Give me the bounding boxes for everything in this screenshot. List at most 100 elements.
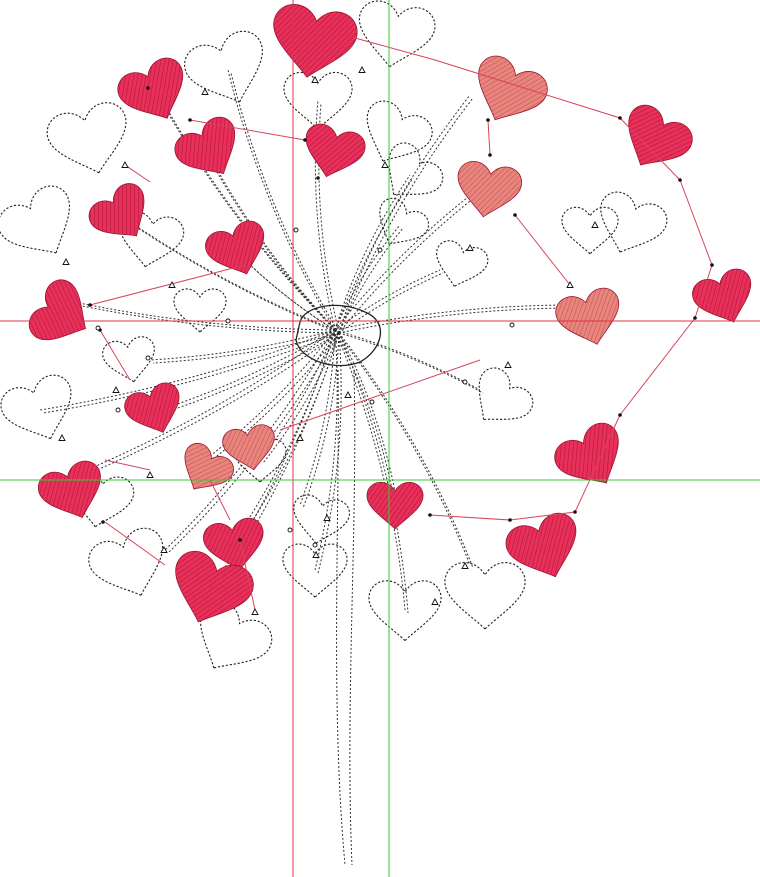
stem-line	[334, 304, 569, 334]
dot-marker-icon	[508, 518, 512, 522]
outline-heart-icon	[0, 374, 72, 440]
circle-marker-icon	[377, 247, 383, 253]
jump-stitch	[209, 479, 231, 521]
filled-heart-icon	[37, 460, 101, 519]
dot-marker-icon	[428, 513, 432, 517]
stem-line	[149, 329, 340, 364]
outline-heart-icon	[283, 72, 353, 130]
circle-marker-icon	[293, 227, 299, 233]
triangle-marker-icon	[251, 608, 259, 615]
triangle-marker-icon	[461, 562, 469, 569]
filled-heart-icon	[478, 55, 548, 121]
stem-line	[314, 329, 342, 574]
triangle-marker-icon	[566, 281, 574, 288]
filled-heart-icon	[124, 382, 180, 433]
dandelion-stems	[39, 69, 569, 614]
triangle-marker-icon	[58, 434, 66, 441]
circle-marker-icon	[95, 325, 101, 331]
triangle-marker-icon	[62, 258, 70, 265]
jump-stitch	[104, 521, 166, 566]
triangle-marker-icon	[504, 361, 512, 368]
dot-marker-icon	[486, 118, 490, 122]
stem-line	[299, 329, 340, 509]
outline-heart-icon	[358, 0, 436, 68]
dot-marker-icon	[618, 413, 622, 417]
flower-center	[295, 304, 382, 367]
stem-line	[159, 329, 340, 414]
outline-heart-icon	[102, 336, 155, 383]
outline-heart-icon	[46, 102, 127, 174]
outline-heart-icon	[436, 240, 489, 288]
jump-stitch	[354, 37, 713, 521]
dot-marker-icon	[303, 138, 307, 142]
filled-heart-icon	[505, 512, 577, 578]
triangle-marker-icon	[431, 598, 439, 605]
stem-line	[334, 94, 474, 334]
filled-hearts	[28, 4, 752, 623]
filled-heart-icon	[273, 4, 358, 78]
jump-stitch	[487, 119, 491, 156]
triangle-marker-icon	[121, 161, 129, 168]
jump-stitch	[514, 214, 571, 286]
dot-marker-icon	[513, 213, 517, 217]
dot-marker-icon	[693, 316, 697, 320]
outline-heart-icon	[200, 600, 273, 669]
jump-stitch-lines	[89, 37, 713, 611]
outline-heart-icon	[184, 30, 263, 103]
stem-line	[74, 329, 340, 479]
filled-heart-icon	[117, 57, 184, 119]
dot-marker-icon	[678, 178, 682, 182]
dot-marker-icon	[316, 176, 320, 180]
filled-heart-icon	[628, 104, 693, 166]
triangle-marker-icon	[312, 551, 320, 558]
jump-stitch	[89, 264, 246, 306]
filled-heart-icon	[222, 424, 275, 471]
triangle-marker-icon	[381, 161, 389, 168]
outline-heart-icon	[478, 367, 534, 421]
triangle-marker-icon	[358, 66, 366, 73]
jump-stitch	[189, 119, 306, 141]
jump-stitch	[124, 164, 151, 183]
filled-heart-icon	[692, 268, 752, 323]
filled-heart-icon	[554, 422, 619, 484]
dot-marker-icon	[710, 263, 714, 267]
dot-marker-icon	[488, 153, 492, 157]
outline-heart-icon	[0, 185, 70, 254]
outline-heart-icon	[388, 142, 444, 196]
dot-marker-icon	[238, 538, 242, 542]
jump-stitch	[239, 539, 256, 611]
outline-heart-icon	[173, 288, 227, 333]
stem-line	[204, 329, 340, 464]
filled-heart-icon	[366, 482, 424, 530]
outline-heart-icon	[88, 527, 164, 597]
circle-marker-icon	[287, 527, 293, 533]
stem-line	[334, 329, 474, 569]
filled-heart-icon	[203, 517, 264, 571]
outline-heart-icon	[600, 191, 668, 253]
filled-heart-icon	[88, 183, 145, 237]
stem-line	[39, 329, 340, 414]
triangle-marker-icon	[311, 76, 319, 83]
circle-marker-icon	[462, 379, 468, 385]
stem-line	[227, 69, 340, 334]
triangle-marker-icon	[160, 546, 168, 553]
outline-hearts	[0, 0, 668, 669]
triangle-marker-icon	[112, 386, 120, 393]
filled-heart-icon	[28, 279, 87, 341]
filled-heart-icon	[555, 287, 620, 345]
outline-heart-icon	[368, 580, 442, 642]
outline-heart-icon	[293, 494, 350, 545]
outline-heart-icon	[561, 206, 619, 255]
stem-line	[154, 89, 340, 334]
circle-marker-icon	[145, 355, 151, 361]
triangle-marker-icon	[344, 391, 352, 398]
jump-stitch	[99, 329, 131, 381]
outline-heart-icon	[366, 100, 433, 162]
stem-line	[334, 329, 399, 509]
stem-line	[334, 179, 494, 334]
stem-line	[234, 329, 340, 544]
triangle-marker-icon	[168, 281, 176, 288]
filled-heart-icon	[184, 442, 234, 490]
